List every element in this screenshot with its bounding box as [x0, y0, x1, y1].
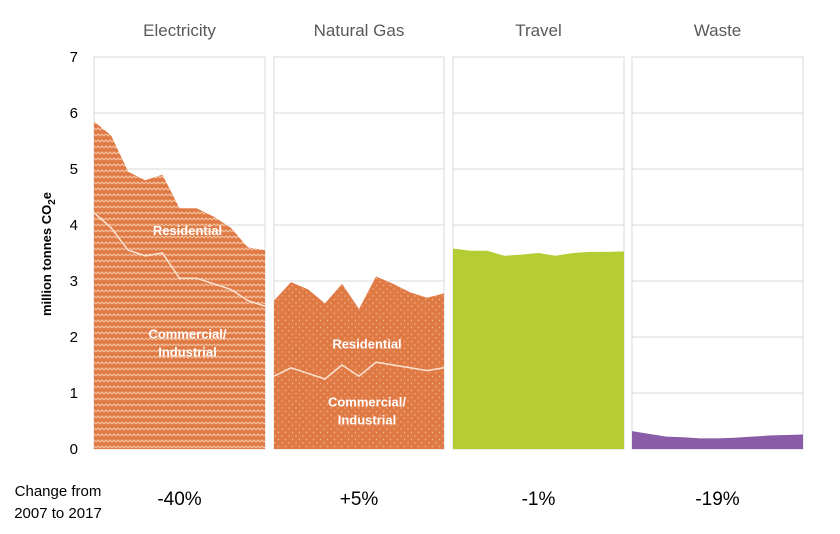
- panel-title: Travel: [515, 21, 562, 40]
- y-tick-label: 1: [70, 385, 78, 402]
- y-tick-label: 3: [70, 273, 78, 290]
- change-value: +5%: [340, 489, 379, 510]
- change-row: -40% +5% -1% -19% Change from 2007 to 2017: [14, 483, 740, 522]
- change-value: -19%: [695, 489, 739, 510]
- panels-group: Electricity Residential Commercial/Industr…: [93, 21, 804, 450]
- y-tick-label: 2: [70, 329, 78, 346]
- series-label-residential: Residential: [153, 223, 222, 238]
- change-value: -40%: [157, 489, 201, 510]
- y-tick-label: 7: [70, 49, 78, 66]
- series-label-commercial-industrial: Commercial/: [328, 395, 406, 410]
- y-tick-label: 0: [70, 441, 78, 458]
- change-value: -1%: [522, 489, 556, 510]
- series-label-commercial-industrial: Industrial: [158, 345, 217, 360]
- y-tick-label: 6: [70, 105, 78, 122]
- panel-waste: Waste: [631, 21, 804, 450]
- area-waste: [632, 431, 803, 449]
- series-divider-line: [93, 212, 266, 307]
- panel-natural-gas: Natural Gas Residential Commercial/Industr…: [273, 21, 445, 450]
- panel-title: Waste: [694, 21, 742, 40]
- y-tick-label: 4: [70, 217, 78, 234]
- area-natural-gas: [274, 276, 444, 449]
- panel-electricity: Electricity Residential Commercial/Industr…: [93, 21, 266, 450]
- panel-title: Electricity: [143, 21, 216, 40]
- panel-frame: [631, 56, 804, 450]
- series-label-residential: Residential: [332, 337, 401, 352]
- y-tick-label: 5: [70, 161, 78, 178]
- series-label-commercial-industrial: Commercial/: [148, 327, 226, 342]
- panel-title: Natural Gas: [314, 21, 405, 40]
- panel-travel: Travel: [452, 21, 625, 450]
- change-row-label: 2007 to 2017: [14, 505, 102, 522]
- area-travel: [453, 248, 624, 449]
- y-axis-label: million tonnes CO2e: [39, 192, 58, 316]
- area-electricity: [94, 121, 265, 450]
- series-label-commercial-industrial: Industrial: [338, 413, 397, 428]
- y-axis: 0 1 2 3 4 5 6 7: [70, 49, 78, 458]
- change-row-label: Change from: [15, 483, 102, 500]
- series-divider-line: [273, 361, 445, 380]
